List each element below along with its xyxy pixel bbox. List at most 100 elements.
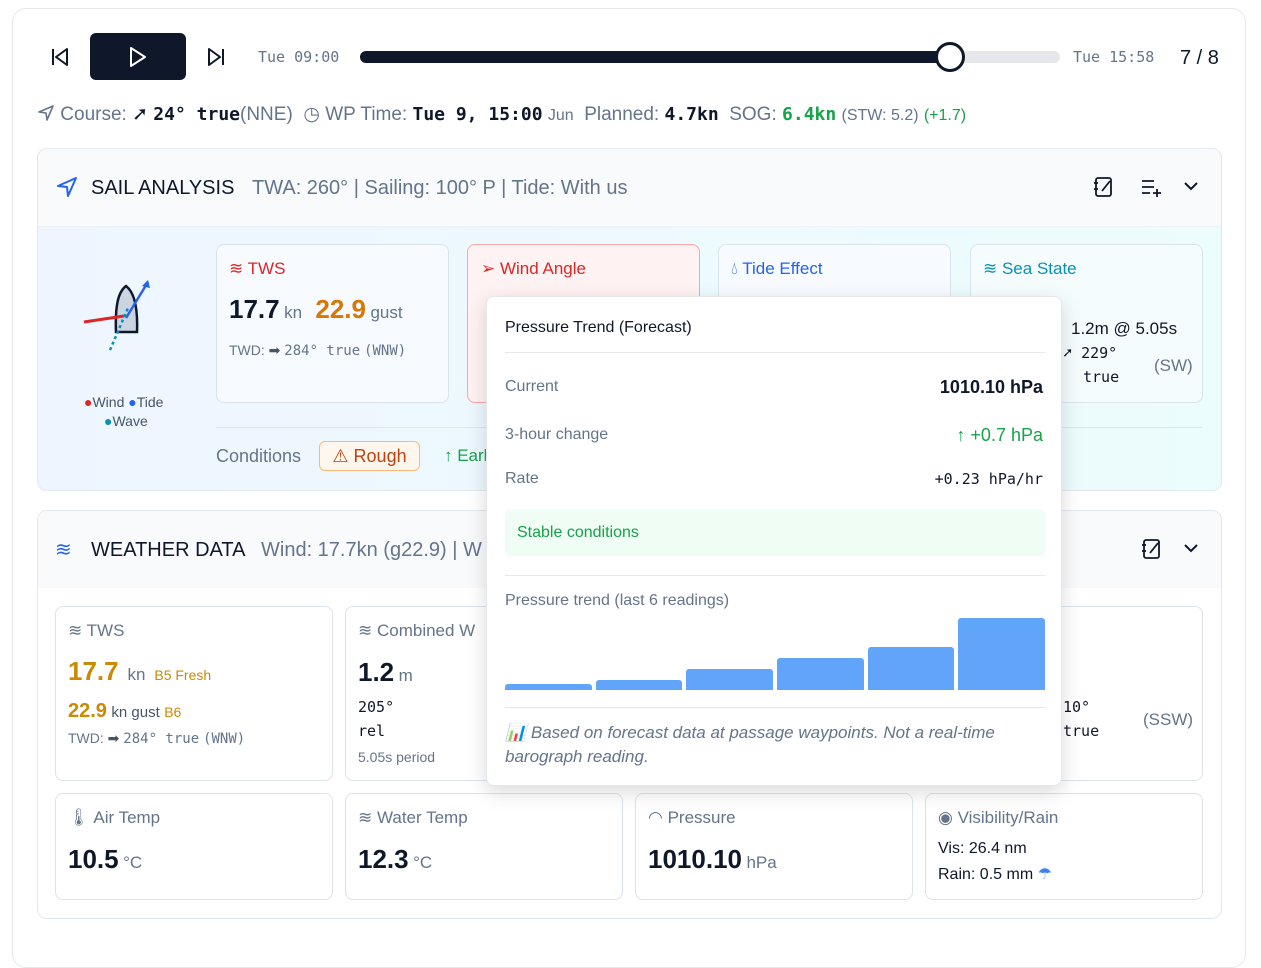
status-box: Stable conditions	[505, 509, 1045, 556]
label: WP Time:	[325, 104, 408, 125]
wind-icon: ≋	[55, 539, 72, 561]
delta: (+1.7)	[923, 107, 967, 124]
water-temp: 12.3 °C	[358, 844, 433, 874]
swell-dir-ref: true	[1063, 722, 1100, 740]
wave-dir: 205°	[358, 698, 395, 716]
air-temp-card	[55, 793, 333, 900]
end-time: Tue 15:58	[1073, 48, 1155, 66]
water-temp-card	[345, 793, 623, 900]
card-title: ≋ TWS	[68, 621, 125, 640]
section-summary: Wind: 17.7kn (g22.9) | W	[261, 539, 482, 561]
divider	[505, 352, 1045, 353]
card-title: ≋ Combined W	[358, 621, 476, 640]
air-temp: 10.5 °C	[68, 844, 143, 874]
tws-value: 17.7 kn B5 Fresh	[68, 656, 212, 686]
pressure-tooltip: Pressure Trend (Forecast) Current 1010.1…	[486, 296, 1062, 786]
conditions-label: Conditions	[216, 446, 302, 466]
rain: Rain: 0.5 mm ☂	[938, 866, 1052, 883]
wave-dir-ref: rel	[358, 722, 386, 740]
legend-item: Wind	[92, 394, 125, 410]
trend-bar	[958, 618, 1045, 690]
sog: 6.4kn	[782, 104, 837, 125]
legend-item: Wave	[112, 413, 148, 429]
diagram-legend: ●Wind ●Tide	[84, 394, 164, 410]
track-thumb[interactable]	[935, 42, 965, 72]
tws-value: 17.7 kn 22.9 gust	[229, 294, 403, 324]
card-title: 🌡︎ Air Temp	[68, 808, 161, 827]
trend-bar	[595, 679, 683, 690]
card-title: ≋ TWS	[229, 259, 286, 278]
sea-dir-name: (SW)	[1154, 356, 1193, 375]
next-button[interactable]	[206, 47, 226, 67]
nav-icon	[57, 177, 77, 197]
play-icon	[130, 47, 146, 67]
swell-dir-name: (SSW)	[1143, 710, 1194, 729]
diagram-legend: ●Wave	[104, 413, 148, 429]
chevron[interactable]	[1183, 543, 1199, 553]
section-title: SAIL ANALYSIS	[91, 177, 235, 199]
trend-bar	[505, 684, 592, 690]
summary-row: Course: ➚ 24° true(NNE) ◷ WP Time: Tue 9…	[37, 103, 966, 127]
card-title: 💧︎ Tide Effect	[731, 259, 823, 278]
card-title: ≋ Water Temp	[358, 808, 468, 827]
divider	[505, 707, 1045, 708]
wave-height: 1.2 m	[358, 657, 413, 687]
gust-value: 22.9 kn gust B6	[68, 700, 182, 722]
wp-time: Tue 9, 15:00	[412, 104, 543, 125]
twd: TWD: ➡ 284° true (WNW)	[68, 730, 246, 747]
pressure: 1010.10 hPa	[648, 844, 777, 874]
card-title: ◠ Pressure	[648, 808, 736, 827]
row-value: 1010.10 hPa	[939, 377, 1043, 397]
wp-month: Jun	[547, 107, 574, 124]
trend-bar	[777, 658, 864, 690]
prev-button[interactable]	[50, 47, 70, 67]
step-counter: 7 / 8	[1180, 47, 1219, 69]
tws-card	[216, 244, 449, 403]
row-label: Rate	[505, 470, 539, 487]
boat-diagram	[83, 280, 150, 351]
tws-card	[55, 606, 333, 781]
stw: (STW: 5.2)	[841, 107, 919, 124]
wave-period: 5.05s period	[358, 749, 436, 765]
label: Course:	[60, 104, 127, 125]
list-add-icon[interactable]	[1141, 177, 1163, 197]
conditions-badge: ⚠ Rough	[319, 441, 420, 471]
sea-dir-ref: true	[1083, 368, 1120, 386]
card-title: ➢ Wind Angle	[481, 259, 586, 278]
row-value: +0.23 hPa/hr	[934, 470, 1043, 488]
label: SOG:	[729, 104, 777, 125]
legend-item: Tide	[136, 394, 164, 410]
visibility-card	[925, 793, 1203, 900]
twd: TWD: ➡ 284° true (WNW)	[229, 342, 407, 359]
tooltip-note: 📊 Based on forecast data at passage wayp…	[505, 723, 995, 766]
pressure-card[interactable]	[635, 793, 913, 900]
row-label: 3-hour change	[505, 426, 609, 443]
sea-dir: ➚ 229°	[1063, 344, 1118, 362]
section-title: WEATHER DATA	[91, 539, 246, 561]
label: Planned:	[584, 104, 660, 125]
planned: 4.7kn	[664, 104, 719, 125]
trend-bar	[686, 669, 773, 690]
notes-icon[interactable]	[1093, 175, 1115, 199]
course: 24° true	[153, 104, 240, 125]
card-title: ◉ Visibility/Rain	[938, 808, 1059, 827]
swell-dir: 10°	[1063, 698, 1091, 716]
card-title: ≋ Sea State	[983, 259, 1077, 278]
notes-icon[interactable]	[1141, 537, 1163, 561]
tooltip-title: Pressure Trend (Forecast)	[505, 319, 692, 336]
track-fill	[360, 51, 950, 63]
start-time: Tue 09:00	[258, 48, 340, 66]
play-button[interactable]	[90, 33, 186, 80]
chevron[interactable]	[1183, 181, 1199, 191]
section-summary: TWA: 260° | Sailing: 100° P | Tide: With…	[252, 177, 628, 199]
page: Tue 09:00 Tue 15:58 7 / 8 Course: ➚ 24° …	[12, 8, 1246, 968]
trend-bar	[867, 646, 955, 690]
section-header[interactable]	[38, 149, 1221, 227]
row-value: ↑ +0.7 hPa	[956, 425, 1043, 445]
wave: 1.2m @ 5.05s	[1071, 319, 1178, 338]
chart-title: Pressure trend (last 6 readings)	[505, 592, 730, 609]
trend: ↑ Earl	[444, 446, 488, 465]
row-label: Current	[505, 378, 559, 395]
trend-chart	[505, 618, 1045, 690]
course-icon	[38, 105, 54, 121]
